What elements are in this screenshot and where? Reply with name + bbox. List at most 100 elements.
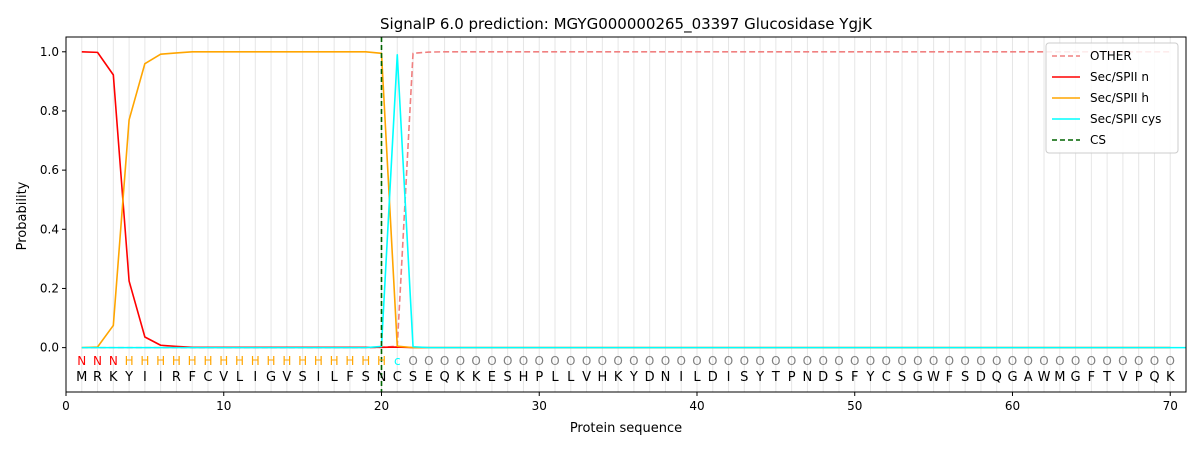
predicted-label: O (834, 354, 843, 368)
predicted-label: O (613, 354, 622, 368)
residue-label: G (266, 370, 276, 385)
predicted-label: O (440, 354, 449, 368)
predicted-label: H (282, 354, 291, 368)
predicted-label: O (1008, 354, 1017, 368)
residue-label: F (946, 370, 953, 385)
series-line-sec-spii-h (81, 50, 1171, 349)
predicted-label: O (960, 354, 969, 368)
predicted-label: O (1118, 354, 1127, 368)
residue-label: K (1166, 370, 1175, 385)
residue-label: I (253, 370, 257, 385)
residue-label: S (961, 370, 969, 385)
residue-label: F (851, 370, 858, 385)
residue-label: S (504, 370, 512, 385)
residue-label: G (1007, 370, 1017, 385)
predicted-label: O (897, 354, 906, 368)
predicted-label: O (408, 354, 417, 368)
residue-label: K (456, 370, 465, 385)
predicted-label: O (1055, 354, 1064, 368)
residue-label: Q (439, 370, 449, 385)
predicted-label: H (251, 354, 260, 368)
predicted-label: O (566, 354, 575, 368)
predicted-label: O (598, 354, 607, 368)
predicted-label: N (77, 354, 86, 368)
predicted-label: H (188, 354, 197, 368)
predicted-label: H (314, 354, 323, 368)
residue-label: I (727, 370, 731, 385)
residue-label: V (219, 370, 228, 385)
residue-label: Y (755, 370, 764, 385)
residue-label: A (1024, 370, 1033, 385)
predicted-label: O (708, 354, 717, 368)
residue-label: Q (992, 370, 1002, 385)
predicted-label: O (787, 354, 796, 368)
series-line-sec-spii-cys (81, 53, 1186, 349)
residue-label: P (788, 370, 796, 385)
predicted-label: O (755, 354, 764, 368)
x-tick-label: 0 (62, 399, 70, 413)
predicted-label: O (882, 354, 891, 368)
predicted-label: O (535, 354, 544, 368)
residue-label: I (159, 370, 163, 385)
predicted-label: H (125, 354, 134, 368)
predicted-label: H (298, 354, 307, 368)
residue-label: F (346, 370, 353, 385)
residue-label: V (1118, 370, 1127, 385)
residue-label: V (582, 370, 591, 385)
predicted-label: O (945, 354, 954, 368)
residue-label: G (1071, 370, 1081, 385)
x-tick-label: 70 (1163, 399, 1178, 413)
predicted-label: H (219, 354, 228, 368)
legend-label: Sec/SPII h (1090, 91, 1149, 105)
axes-layer: 0 10 20 30 40 50 60 70 0.0 0.2 0.4 0.6 0.8 1.0 (40, 36, 1187, 413)
residue-label: C (393, 370, 402, 385)
residue-label: Q (1149, 370, 1159, 385)
residue-label: D (818, 370, 828, 385)
residue-label: Y (124, 370, 133, 385)
predicted-label: H (140, 354, 149, 368)
residue-label: S (362, 370, 370, 385)
residue-label: I (316, 370, 320, 385)
residue-label: D (708, 370, 718, 385)
x-tick-label: 50 (847, 399, 862, 413)
residue-label: D (645, 370, 655, 385)
predicted-label: H (377, 354, 386, 368)
y-tick-label: 0.2 (40, 281, 59, 295)
predicted-label: H (203, 354, 212, 368)
y-tick-label: 0.8 (40, 104, 59, 118)
predicted-label: O (1165, 354, 1174, 368)
residue-label: H (597, 370, 607, 385)
residue-label: M (76, 370, 87, 385)
residue-label: L (567, 370, 575, 385)
residue-label: P (1135, 370, 1143, 385)
y-tick-label: 1.0 (40, 45, 59, 59)
predicted-label: O (456, 354, 465, 368)
residue-label: I (143, 370, 147, 385)
residue-label: S (298, 370, 306, 385)
residue-label: N (377, 370, 387, 385)
predicted-label: O (550, 354, 559, 368)
x-tick-label: 60 (1005, 399, 1020, 413)
y-axis-label: Probability (15, 181, 30, 250)
predicted-label: O (740, 354, 749, 368)
predicted-label: O (850, 354, 859, 368)
residue-label: T (771, 370, 780, 385)
predicted-label: N (109, 354, 118, 368)
residue-label: S (409, 370, 417, 385)
y-tick-label: 0.6 (40, 163, 59, 177)
residue-label: D (976, 370, 986, 385)
residue-label: N (661, 370, 671, 385)
predicted-label: O (645, 354, 654, 368)
residue-label: F (1088, 370, 1095, 385)
legend-label: CS (1090, 133, 1106, 147)
predicted-label: H (330, 354, 339, 368)
residue-label: R (93, 370, 102, 385)
x-axis-label: Protein sequence (570, 421, 682, 436)
predicted-label: O (1024, 354, 1033, 368)
predicted-label: N (93, 354, 102, 368)
x-tick-label: 30 (532, 399, 547, 413)
predicted-label: H (267, 354, 276, 368)
residue-label: K (109, 370, 118, 385)
residue-label: L (693, 370, 701, 385)
